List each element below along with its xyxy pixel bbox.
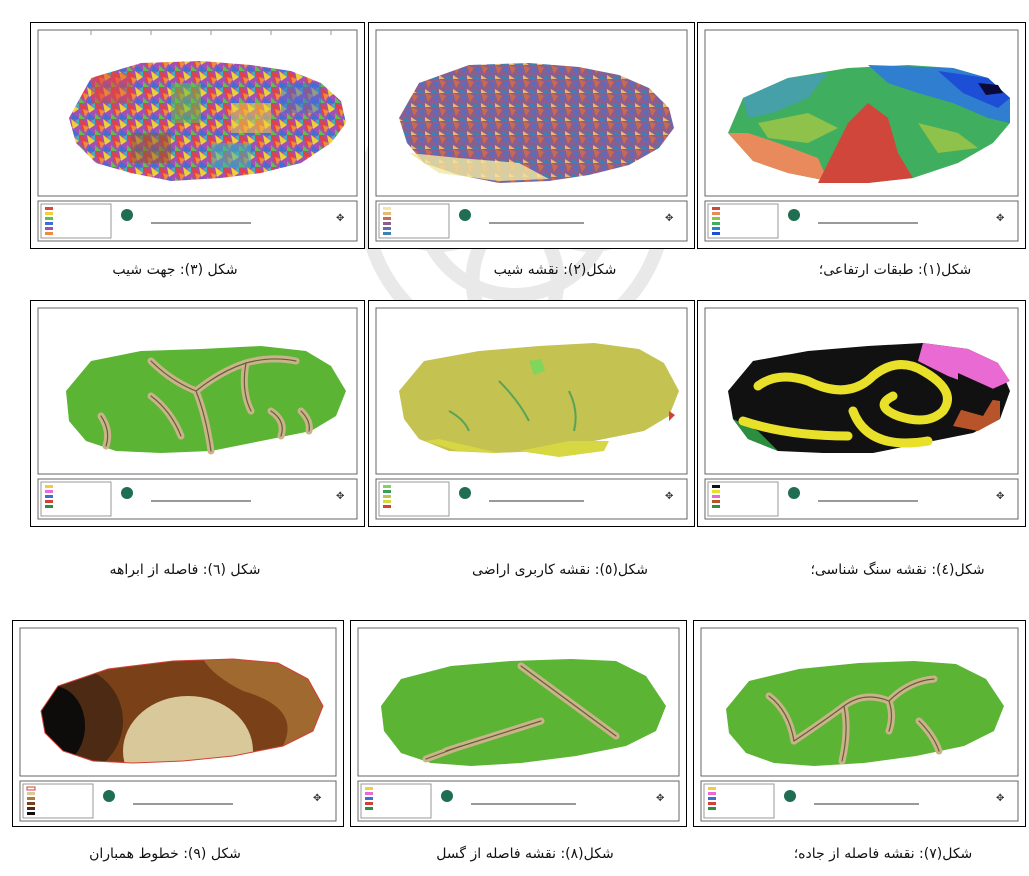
svg-text:✥: ✥: [996, 491, 1004, 502]
isohyet-map: ✥: [19, 627, 337, 822]
svg-text:✥: ✥: [665, 491, 673, 502]
figure-lithology: ✥: [697, 300, 1026, 527]
slope-map: ✥: [375, 29, 688, 242]
caption-aspect: شکل (۳): جهت شیب: [112, 262, 238, 278]
caption-isohyet: شکل (۹): خطوط همباران: [89, 846, 241, 862]
figure-slope: ✥: [368, 22, 695, 249]
figure-isohyet: ✥: [12, 620, 344, 827]
svg-text:✥: ✥: [996, 793, 1004, 804]
aspect-map: ✥: [37, 29, 358, 242]
figure-stream-distance: ✥: [30, 300, 365, 527]
caption-landuse: شکل(٥): نقشه کاربری اراضی: [472, 562, 648, 578]
svg-text:✥: ✥: [313, 793, 321, 804]
caption-road-distance: شکل(۷): نقشه فاصله از جاده؛: [793, 846, 973, 862]
svg-text:✥: ✥: [996, 213, 1004, 224]
svg-text:✥: ✥: [656, 793, 664, 804]
road-distance-map: ✥: [700, 627, 1019, 822]
caption-fault-distance: شکل(۸): نقشه فاصله از گسل: [436, 846, 614, 862]
caption-slope: شکل(۲): نقشه شیب: [493, 262, 617, 278]
svg-text:✥: ✥: [665, 213, 673, 224]
figure-fault-distance: ✥: [350, 620, 687, 827]
stream-distance-map: ✥: [37, 307, 358, 520]
elevation-map: ✥: [704, 29, 1019, 242]
fault-distance-map: ✥: [357, 627, 680, 822]
caption-stream-distance: شکل (٦): فاصله از ابراهه: [109, 562, 261, 578]
svg-text:✥: ✥: [336, 491, 344, 502]
lithology-map: ✥: [704, 307, 1019, 520]
landuse-map: ✥: [375, 307, 688, 520]
figure-road-distance: ✥: [693, 620, 1026, 827]
caption-elevation: شکل(۱): طبقات ارتفاعی؛: [818, 262, 972, 278]
caption-lithology: شکل(٤): نقشه سنگ شناسی؛: [810, 562, 985, 578]
figure-aspect: ✥: [30, 22, 365, 249]
figure-elevation: ✥: [697, 22, 1026, 249]
figure-landuse: ✥: [368, 300, 695, 527]
svg-text:✥: ✥: [336, 213, 344, 224]
